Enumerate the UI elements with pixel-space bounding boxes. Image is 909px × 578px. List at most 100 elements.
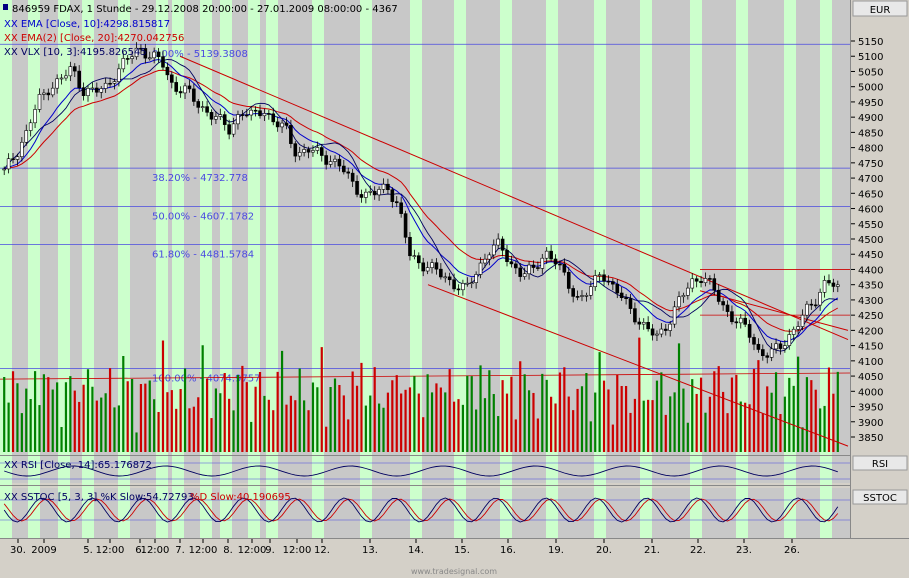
- candle-body: [196, 101, 201, 108]
- session-stripe: [546, 0, 558, 538]
- sstoc-d-line: [3, 498, 839, 522]
- candle-body: [311, 150, 315, 153]
- candle-body: [355, 181, 359, 195]
- session-stripe: [0, 0, 12, 538]
- legend-sstoc-d: %D Slow:40.190695: [190, 492, 291, 503]
- currency-tab[interactable]: [852, 0, 908, 17]
- y-tick-label: 4300: [858, 296, 883, 307]
- candle-body: [421, 262, 426, 272]
- candle-body: [686, 287, 690, 296]
- candle-body: [584, 294, 589, 297]
- candle-body: [805, 303, 809, 316]
- candle-body: [769, 348, 774, 358]
- candle-body: [672, 306, 677, 325]
- candle-body: [694, 278, 699, 282]
- y-tick-label: 5050: [858, 67, 883, 78]
- session-stripe: [312, 0, 324, 538]
- y-tick-label: 4350: [858, 281, 883, 292]
- candle-body: [368, 191, 373, 193]
- candle-body: [690, 278, 695, 289]
- candle-body: [271, 113, 276, 123]
- candle-body: [752, 337, 756, 345]
- candle-body: [99, 88, 104, 93]
- x-tick-label: 20.: [596, 545, 612, 556]
- candle-body: [641, 322, 646, 325]
- currency-label: EUR: [870, 5, 891, 16]
- candle-body: [425, 267, 430, 272]
- candle-body: [716, 289, 721, 302]
- candle-body: [297, 152, 302, 157]
- candle-body: [619, 292, 624, 299]
- sstoc-tab[interactable]: [852, 489, 908, 505]
- candle-body: [236, 114, 240, 125]
- session-stripe: [248, 0, 260, 538]
- candle-body: [747, 324, 752, 338]
- candle-body: [240, 114, 245, 116]
- candle-body: [72, 66, 77, 72]
- candle-body: [68, 66, 73, 77]
- candle-body: [125, 58, 130, 60]
- sstoc-k-line: [3, 497, 839, 523]
- candle-body: [275, 121, 280, 128]
- candle-body: [474, 274, 478, 283]
- candle-body: [452, 279, 456, 290]
- candle-body: [721, 301, 725, 306]
- candle-body: [214, 116, 218, 120]
- candle-body: [663, 328, 668, 331]
- candle-body: [439, 268, 443, 278]
- candle-body: [827, 280, 831, 284]
- candle-body: [346, 171, 351, 174]
- candle-body: [139, 47, 143, 50]
- candle-body: [42, 92, 46, 95]
- x-tick-label: 12:00: [189, 545, 218, 556]
- y-tick-label: 4750: [858, 159, 883, 170]
- price-panel-bg: [0, 0, 850, 455]
- candle-body: [59, 77, 64, 80]
- candle-body: [478, 262, 483, 275]
- trend-channel-upper: [179, 55, 849, 340]
- candle-body: [540, 257, 545, 269]
- rsi-tab[interactable]: [852, 455, 908, 471]
- y-tick-label: 4650: [858, 189, 883, 200]
- y-tick-label: 5000: [858, 83, 883, 94]
- candle-body: [469, 282, 474, 284]
- candle-body: [381, 183, 386, 190]
- candle-body: [416, 255, 421, 264]
- candle-body: [699, 280, 703, 284]
- x-axis-area: [0, 539, 909, 578]
- candle-body: [55, 78, 59, 89]
- fib-label: 50.00% - 4607.1782: [152, 211, 254, 222]
- candle-body: [580, 295, 584, 297]
- candle-body: [461, 283, 465, 291]
- candle-body: [487, 254, 492, 260]
- candle-body: [835, 284, 840, 287]
- candle-body: [227, 124, 231, 135]
- candle-body: [518, 267, 523, 277]
- candle-body: [465, 282, 470, 285]
- watermark: www.tradesignal.com: [411, 567, 497, 576]
- candle-body: [200, 106, 205, 108]
- x-tick-label: 21.: [644, 545, 660, 556]
- candle-body: [187, 85, 192, 90]
- candle-body: [668, 323, 672, 331]
- candle-body: [81, 87, 86, 96]
- candle-body: [192, 88, 196, 102]
- candle-body: [496, 238, 500, 246]
- candle-body: [302, 149, 306, 153]
- legend-rsi: XX RSI [Close, 14]:65.176872: [4, 460, 152, 471]
- candle-body: [822, 280, 827, 293]
- candle-body: [575, 296, 580, 298]
- candle-body: [743, 317, 747, 325]
- candle-body: [549, 250, 553, 260]
- candle-body: [156, 51, 161, 57]
- candle-body: [558, 263, 562, 266]
- candle-body: [394, 201, 399, 204]
- x-tick-label: 12:00: [96, 545, 125, 556]
- candle-body: [170, 74, 174, 83]
- candle-body: [50, 87, 55, 96]
- candle-body: [800, 314, 805, 327]
- y-tick-label: 4900: [858, 113, 883, 124]
- legend-ema: XX EMA [Close, 10]:4298.815817: [4, 19, 170, 30]
- candle-body: [262, 113, 267, 117]
- candle-body: [390, 189, 395, 202]
